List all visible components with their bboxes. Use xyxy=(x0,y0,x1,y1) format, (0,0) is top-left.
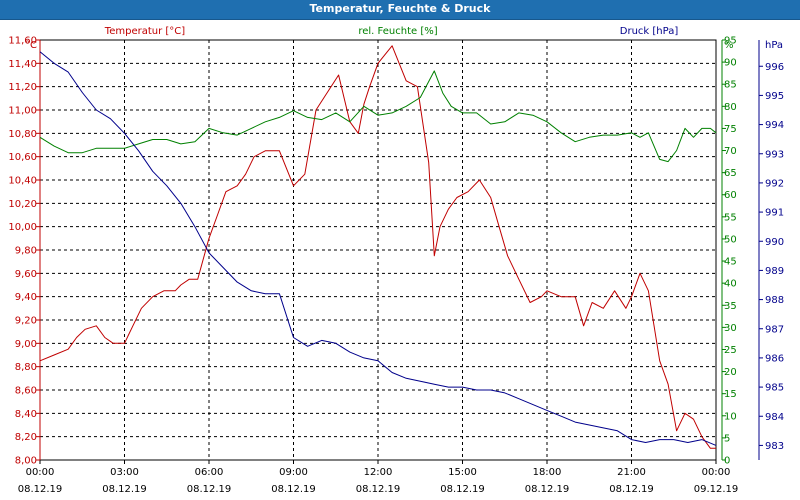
x-date-label: 08.12.19 xyxy=(440,484,485,495)
window-titlebar: Temperatur, Feuchte & Druck xyxy=(0,0,800,20)
x-date-label: 08.12.19 xyxy=(102,484,147,495)
window-title: Temperatur, Feuchte & Druck xyxy=(309,2,491,15)
temperature-tick-label: 10,00 xyxy=(8,222,37,233)
humidity-tick-label: 0 xyxy=(724,456,730,467)
pressure-unit-label: hPa xyxy=(765,40,783,51)
x-tick-label: 15:00 xyxy=(448,467,477,478)
pressure-axis-title: Druck [hPa] xyxy=(620,26,679,37)
temperature-tick-label: 8,80 xyxy=(15,362,37,373)
x-tick-label: 00:00 xyxy=(26,467,55,478)
humidity-tick-label: 35 xyxy=(724,301,737,312)
x-tick-label: 03:00 xyxy=(110,467,139,478)
pressure-tick-label: 987 xyxy=(765,324,784,335)
pressure-tick-label: 991 xyxy=(765,208,784,219)
humidity-tick-label: 70 xyxy=(724,146,737,157)
temperature-tick-label: 9,60 xyxy=(15,269,37,280)
humidity-tick-label: 40 xyxy=(724,279,737,290)
humidity-tick-label: 85 xyxy=(724,80,737,91)
humidity-tick-label: 50 xyxy=(724,234,737,245)
pressure-tick-label: 996 xyxy=(765,62,784,73)
labels-layer: 00:00 08.12.19 03:00 08.12.19 06:00 08.12.19 0… xyxy=(8,26,784,495)
pressure-tick-label: 989 xyxy=(765,266,784,277)
pressure-tick-label: 992 xyxy=(765,178,784,189)
temperature-tick-label: 11,40 xyxy=(8,59,37,70)
temperature-tick-label: 10,60 xyxy=(8,152,37,163)
temperature-tick-label: 8,00 xyxy=(15,456,37,467)
temperature-tick-label: 11,00 xyxy=(8,106,37,117)
x-tick-label: 00:00 xyxy=(702,467,731,478)
temperature-tick-label: 8,40 xyxy=(15,409,37,420)
temperature-tick-label: 9,00 xyxy=(15,339,37,350)
pressure-tick-label: 994 xyxy=(765,120,784,131)
temperature-tick-label: 9,20 xyxy=(15,316,37,327)
grid-layer xyxy=(39,39,717,461)
pressure-tick-label: 988 xyxy=(765,295,784,306)
x-tick-label: 06:00 xyxy=(195,467,224,478)
temperature-axis-title: Temperatur [°C] xyxy=(104,26,185,37)
humidity-tick-label: 15 xyxy=(724,389,737,400)
humidity-tick-label: 75 xyxy=(724,124,737,135)
temperature-tick-label: 8,20 xyxy=(15,432,37,443)
x-tick-label: 18:00 xyxy=(533,467,562,478)
x-date-label: 08.12.19 xyxy=(525,484,570,495)
x-tick-label: 21:00 xyxy=(617,467,646,478)
temperature-tick-label: 11,60 xyxy=(8,36,37,47)
humidity-tick-label: 65 xyxy=(724,168,737,179)
x-date-label: 08.12.19 xyxy=(356,484,401,495)
temperature-tick-label: 10,40 xyxy=(8,176,37,187)
humidity-series-line xyxy=(39,70,717,163)
temperature-tick-label: 9,80 xyxy=(15,246,37,257)
x-tick-label: 09:00 xyxy=(279,467,308,478)
pressure-tick-label: 984 xyxy=(765,412,784,423)
series-layer xyxy=(39,45,717,449)
temperature-tick-label: 10,80 xyxy=(8,129,37,140)
pressure-tick-label: 983 xyxy=(765,441,784,452)
humidity-tick-label: 5 xyxy=(724,433,730,444)
temperature-tick-label: 10,20 xyxy=(8,199,37,210)
pressure-tick-label: 986 xyxy=(765,353,784,364)
humidity-tick-label: 20 xyxy=(724,367,737,378)
humidity-tick-label: 55 xyxy=(724,212,737,223)
temperature-series-line xyxy=(39,45,716,449)
x-date-label: 08.12.19 xyxy=(187,484,232,495)
pressure-series-line xyxy=(39,51,717,446)
pressure-tick-label: 995 xyxy=(765,91,784,102)
humidity-tick-label: 25 xyxy=(724,345,737,356)
axes-layer xyxy=(36,39,763,464)
pressure-tick-label: 990 xyxy=(765,237,784,248)
temperature-tick-label: 11,20 xyxy=(8,82,37,93)
humidity-tick-label: 30 xyxy=(724,323,737,334)
pressure-tick-label: 985 xyxy=(765,383,784,394)
x-date-label: 08.12.19 xyxy=(271,484,316,495)
pressure-tick-label: 993 xyxy=(765,149,784,160)
humidity-tick-label: 95 xyxy=(724,36,737,47)
humidity-tick-label: 10 xyxy=(724,411,737,422)
x-date-label: 08.12.19 xyxy=(609,484,654,495)
temperature-tick-label: 9,40 xyxy=(15,292,37,303)
humidity-tick-label: 90 xyxy=(724,58,737,69)
humidity-axis-title: rel. Feuchte [%] xyxy=(358,26,437,37)
x-date-label: 08.12.19 xyxy=(18,484,63,495)
humidity-unit-label: % xyxy=(724,40,734,51)
x-date-label: 09.12.19 xyxy=(694,484,739,495)
x-tick-label: 12:00 xyxy=(364,467,393,478)
temperature-tick-label: 8,60 xyxy=(15,386,37,397)
humidity-tick-label: 45 xyxy=(724,257,737,268)
humidity-tick-label: 80 xyxy=(724,102,737,113)
temperature-unit-label: °C xyxy=(25,40,37,51)
humidity-tick-label: 60 xyxy=(724,190,737,201)
